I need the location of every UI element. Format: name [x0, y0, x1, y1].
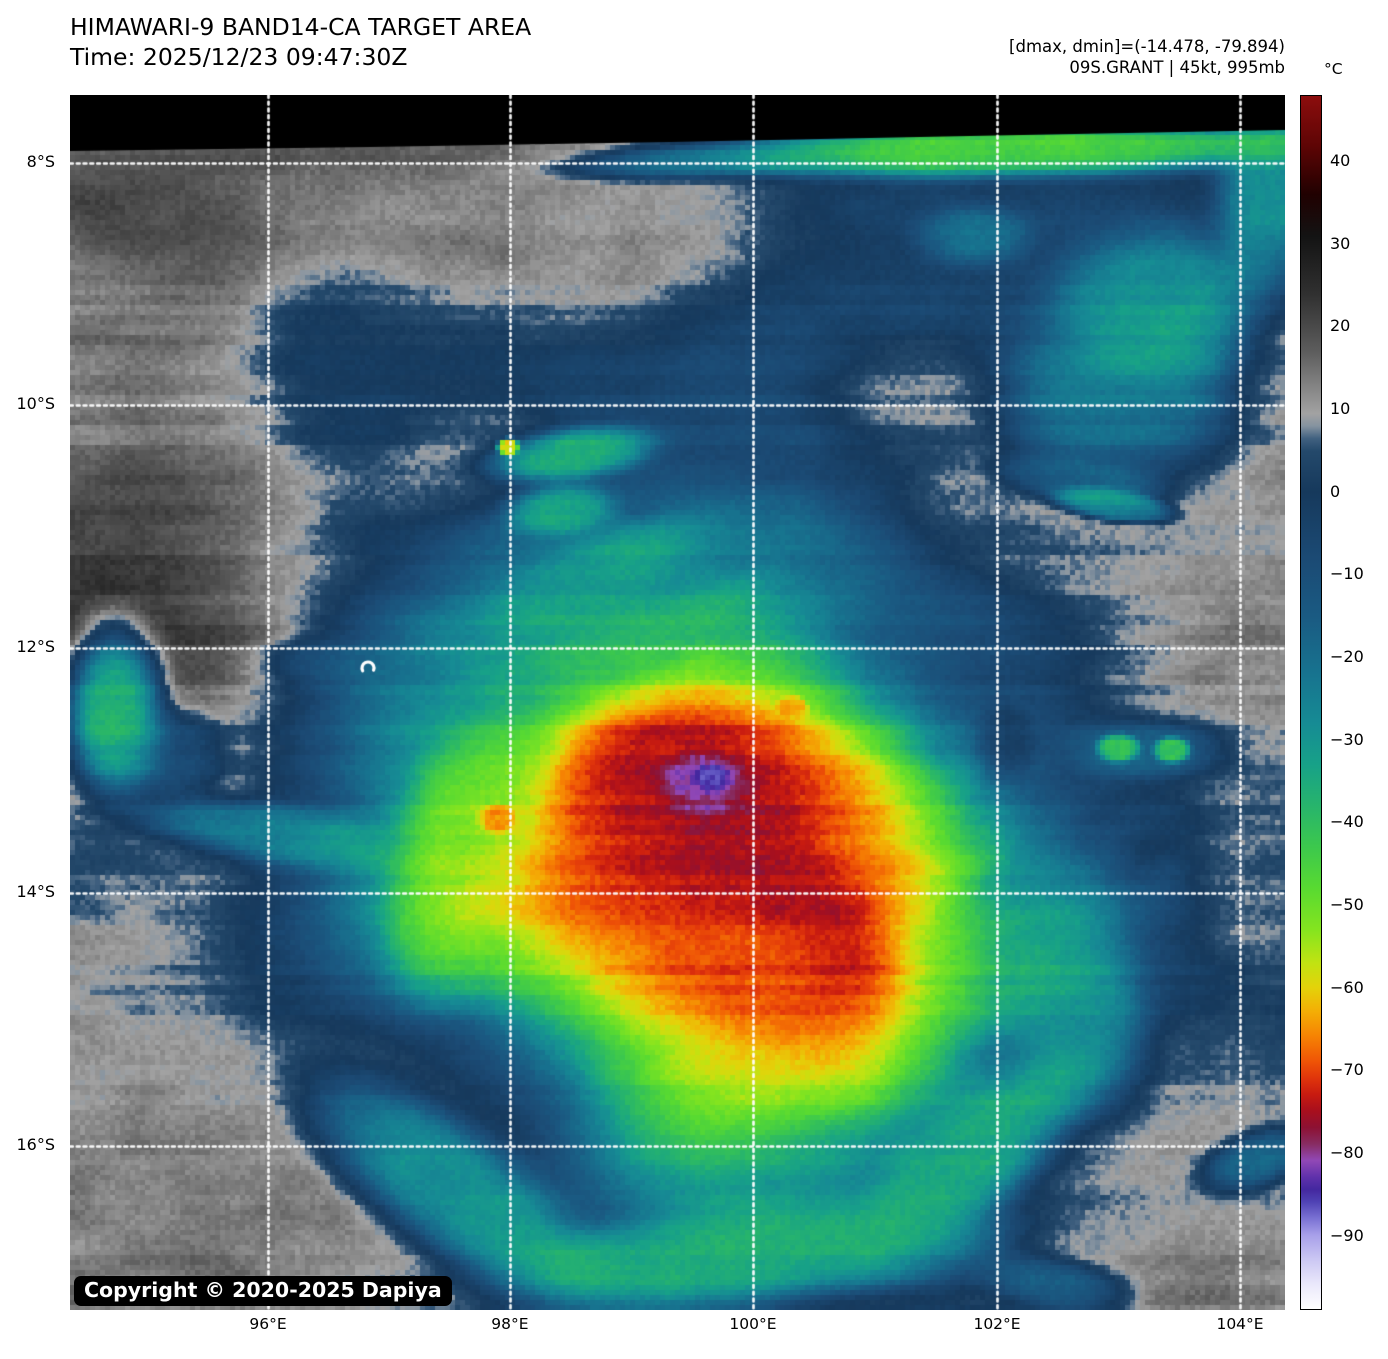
satellite-ir-map [70, 95, 1285, 1310]
colorbar-tick-labels: 40 30 20 10 0 −10 −20 −30 −40 −50 −60 −70 −80 −90 [1330, 95, 1388, 1310]
lat-tick-label: 8°S [26, 152, 55, 172]
title-block: HIMAWARI-9 BAND14-CA TARGET AREA Time: 2… [70, 12, 531, 72]
longitude-axis-labels: 96°E 98°E 100°E 102°E 104°E [70, 1315, 1285, 1341]
timestamp: Time: 2025/12/23 09:47:30Z [70, 43, 408, 71]
lat-tick-label: 14°S [16, 882, 55, 901]
colorbar-tick-label: 30 [1330, 233, 1351, 253]
lat-tick-label: 10°S [16, 393, 55, 413]
lon-tick-label: 100°E [729, 1315, 777, 1333]
colorbar-tick-label: −60 [1330, 977, 1364, 997]
lon-tick-label: 102°E [973, 1315, 1021, 1333]
colorbar-tick-label: 0 [1330, 481, 1341, 501]
page-title: HIMAWARI-9 BAND14-CA TARGET AREA [70, 13, 532, 41]
lon-tick-label: 98°E [491, 1315, 529, 1333]
colorbar [1300, 95, 1322, 1310]
lat-tick-label: 16°S [16, 1134, 55, 1154]
annotation-dmax-dmin: [dmax, dmin]=(-14.478, -79.894) [1009, 37, 1285, 56]
latitude-axis-labels: 8°S 10°S 12°S 14°S 16°S [0, 95, 62, 1310]
colorbar-tick-label: −20 [1330, 647, 1364, 667]
colorbar-tick-label: −90 [1330, 1225, 1364, 1245]
colorbar-tick-label: 20 [1330, 316, 1351, 336]
lon-tick-label: 104°E [1216, 1315, 1264, 1333]
lon-tick-label: 96°E [249, 1315, 287, 1333]
lat-tick-label: 12°S [16, 636, 55, 656]
colorbar-tick-label: −10 [1330, 564, 1364, 584]
colorbar-tick-label: −50 [1330, 895, 1364, 914]
colorbar-tick-label: −30 [1330, 729, 1364, 749]
copyright-badge: Copyright © 2020-2025 Dapiya [74, 1276, 452, 1306]
colorbar-tick-label: −70 [1330, 1060, 1364, 1080]
colorbar-tick-label: −40 [1330, 812, 1364, 832]
colorbar-unit-label: °C [1324, 60, 1343, 78]
annotation-block: [dmax, dmin]=(-14.478, -79.894) 09S.GRAN… [1009, 36, 1285, 78]
colorbar-tick-label: 40 [1330, 151, 1351, 171]
colorbar-tick-label: −80 [1330, 1142, 1364, 1162]
colorbar-tick-label: 10 [1330, 399, 1351, 419]
annotation-storm-info: 09S.GRANT | 45kt, 995mb [1069, 58, 1285, 77]
